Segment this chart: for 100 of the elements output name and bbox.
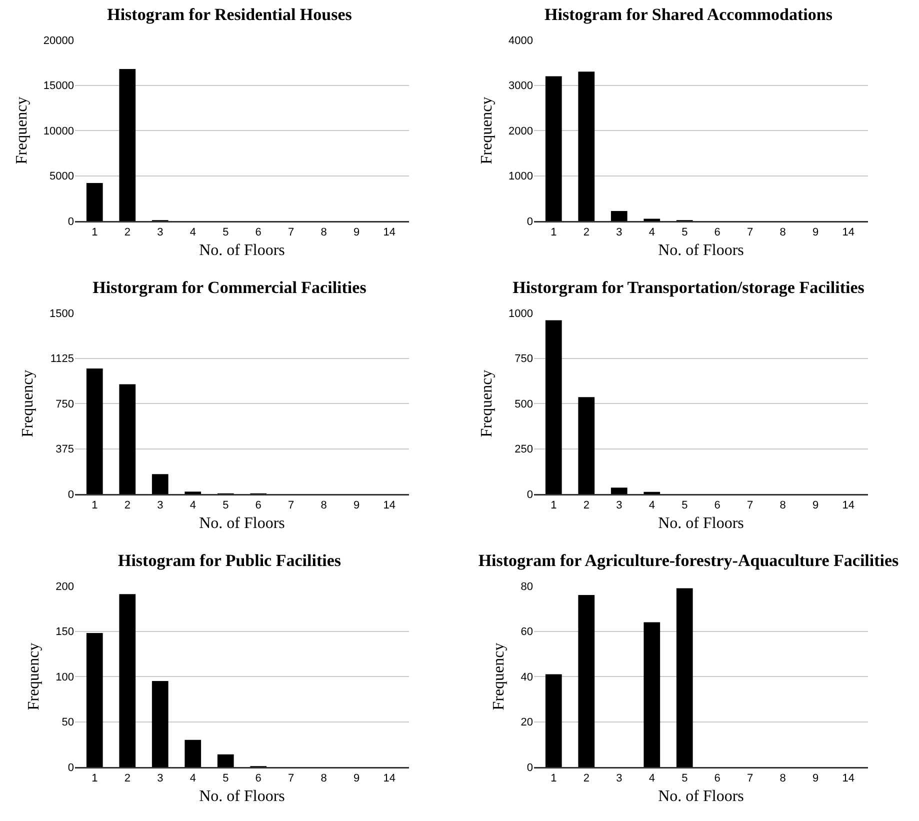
y-tick-label: 100: [56, 671, 74, 684]
x-tick-label: 6: [714, 226, 720, 239]
x-tick-label: 7: [747, 500, 754, 512]
y-tick-label: 10000: [43, 125, 74, 138]
y-tick-label: 4000: [508, 34, 533, 47]
chart-title: Historgram for Commercial Facilities: [92, 278, 367, 298]
bar: [610, 488, 628, 494]
x-tick-label: 8: [780, 500, 786, 512]
x-tick-label: 4: [648, 500, 655, 512]
y-tick-label: 40: [520, 671, 533, 684]
x-tick-label: 9: [354, 500, 360, 512]
bar: [610, 211, 628, 221]
y-axis-title: Frequency: [26, 642, 43, 710]
x-tick-label: 3: [616, 500, 622, 512]
chart-title: Historgram for Transportation/storage Facilities: [512, 278, 865, 298]
y-tick-label: 250: [514, 444, 533, 456]
x-tick-label: 8: [320, 500, 327, 512]
x-tick-label: 9: [812, 772, 819, 785]
x-tick-label: 6: [714, 772, 720, 785]
x-tick-label: 1: [550, 772, 557, 785]
x-tick-label: 7: [288, 500, 294, 512]
x-tick-label: 2: [124, 226, 130, 239]
x-tick-label: 14: [383, 226, 396, 239]
y-tick-label: 0: [68, 762, 74, 774]
x-tick-label: 9: [812, 500, 819, 512]
y-tick-label: 1125: [50, 353, 74, 366]
y-tick-label: 0: [68, 488, 74, 501]
x-tick-label: 14: [842, 500, 854, 512]
bar: [86, 633, 103, 767]
x-tick-label: 1: [92, 500, 98, 512]
y-tick-label: 15000: [43, 80, 74, 92]
x-tick-label: 9: [354, 772, 360, 785]
x-tick-label: 7: [747, 226, 754, 239]
x-tick-label: 2: [124, 772, 130, 785]
bar: [86, 182, 103, 221]
x-tick-label: 5: [682, 226, 688, 239]
y-tick-label: 150: [56, 626, 74, 638]
x-tick-label: 5: [222, 500, 229, 512]
y-tick-label: 50: [62, 716, 74, 729]
bar: [676, 588, 693, 767]
x-tick-label: 6: [714, 500, 720, 512]
x-tick-label: 7: [288, 226, 294, 239]
x-tick-label: 8: [780, 772, 786, 785]
bar: [578, 397, 595, 494]
y-tick-label: 0: [526, 488, 533, 501]
bar: [86, 368, 103, 494]
x-tick-label: 4: [648, 226, 655, 239]
y-axis-title: Frequency: [13, 96, 30, 164]
y-tick-label: 60: [520, 626, 533, 638]
x-axis-title: No. of Floors: [658, 242, 744, 260]
y-axis-title: Frequency: [19, 370, 36, 438]
x-tick-label: 1: [550, 226, 557, 239]
x-tick-label: 2: [583, 772, 590, 785]
bar: [545, 674, 562, 767]
x-tick-label: 4: [190, 226, 196, 239]
x-tick-label: 3: [616, 226, 622, 239]
y-axis-title: Frequency: [478, 96, 496, 164]
x-tick-label: 9: [812, 226, 819, 239]
x-tick-label: 6: [255, 772, 262, 785]
bar: [545, 320, 562, 494]
y-tick-label: 375: [56, 444, 74, 456]
x-tick-label: 3: [157, 500, 164, 512]
y-tick-label: 0: [68, 216, 74, 228]
y-tick-label: 1000: [508, 308, 533, 320]
x-axis-title: No. of Floors: [199, 242, 285, 260]
x-axis-title: No. of Floors: [658, 515, 744, 532]
y-tick-label: 1000: [508, 170, 533, 183]
x-tick-label: 9: [354, 226, 360, 239]
x-tick-label: 8: [780, 226, 786, 239]
y-tick-label: 3000: [508, 80, 533, 92]
x-tick-label: 2: [583, 500, 590, 512]
x-tick-label: 5: [682, 500, 688, 512]
x-axis-title: No. of Floors: [199, 515, 285, 532]
y-tick-label: 5000: [50, 170, 74, 183]
y-tick-label: 750: [56, 398, 74, 410]
x-tick-label: 14: [842, 226, 854, 239]
x-tick-label: 2: [124, 500, 130, 512]
x-tick-label: 5: [682, 772, 688, 785]
y-axis-title: Frequency: [478, 370, 496, 438]
bar: [578, 595, 595, 767]
y-tick-label: 20000: [43, 34, 74, 47]
bar: [217, 754, 234, 767]
x-tick-label: 7: [747, 772, 754, 785]
x-tick-label: 5: [222, 772, 229, 785]
chart-title: Histogram for Agriculture-forestry-Aquaculture Facilities: [478, 551, 900, 570]
x-tick-label: 14: [383, 772, 396, 785]
x-tick-label: 6: [255, 500, 262, 512]
y-tick-label: 1500: [50, 308, 74, 320]
x-axis-title: No. of Floors: [658, 788, 744, 806]
x-tick-label: 5: [222, 226, 229, 239]
y-tick-label: 0: [526, 216, 533, 228]
bar: [119, 384, 136, 494]
bar: [119, 68, 136, 221]
x-tick-label: 8: [320, 226, 327, 239]
x-tick-label: 7: [288, 772, 294, 785]
x-tick-label: 4: [190, 500, 196, 512]
y-tick-label: 2000: [508, 125, 533, 138]
x-axis-title: No. of Floors: [199, 788, 285, 806]
y-axis-title: Frequency: [490, 642, 508, 710]
x-tick-label: 1: [92, 772, 98, 785]
